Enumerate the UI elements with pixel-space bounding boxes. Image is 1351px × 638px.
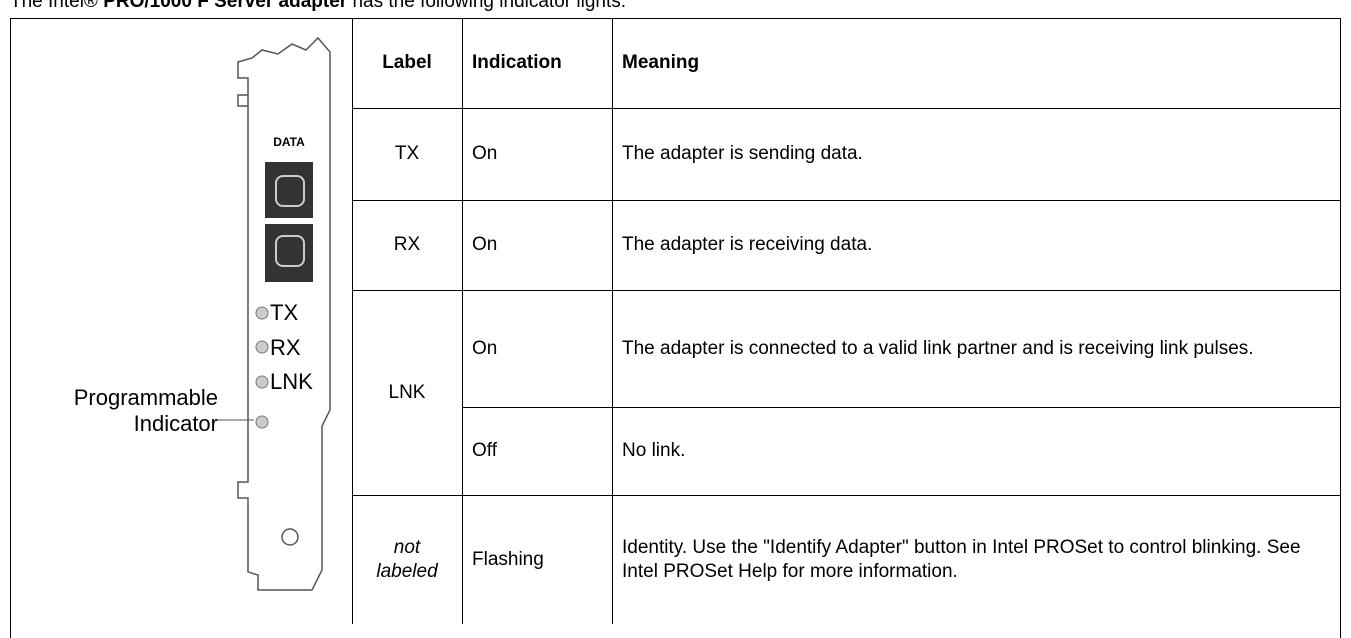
label: RX	[393, 234, 421, 255]
indication: Off	[472, 440, 497, 461]
indication: On	[472, 143, 498, 164]
page: The Intel® PRO/1000 F Server adapter has…	[10, 0, 1341, 638]
row-rule	[352, 108, 1341, 109]
label: not labeled	[376, 537, 438, 582]
led-label: TX	[270, 300, 298, 325]
meaning: No link.	[622, 440, 686, 461]
led-label: RX	[270, 335, 301, 360]
meaning: The adapter is connected to a valid link…	[622, 337, 1254, 359]
product-name: PRO/1000 F Server adapter	[103, 0, 348, 12]
column-rule	[612, 18, 613, 624]
meaning: The adapter is sending data.	[622, 143, 863, 164]
intro-text: The Intel®	[10, 0, 98, 12]
led-label: LNK	[270, 369, 313, 394]
column-header: Label	[382, 52, 432, 73]
indication: Flashing	[472, 549, 544, 570]
label: LNK	[388, 381, 426, 403]
port-label: DATA	[273, 135, 305, 149]
row-rule	[352, 495, 1341, 496]
intro-text: has the following indicator lights:	[352, 0, 627, 12]
meaning: Identity. Use the "Identify Adapter" but…	[622, 537, 1301, 582]
callout-label: Programmable	[74, 385, 218, 410]
table-frame	[10, 18, 1341, 638]
indication: On	[472, 234, 498, 255]
column-rule	[352, 18, 353, 624]
row-rule	[352, 290, 1341, 291]
row-rule	[352, 200, 1341, 201]
column-header: Meaning	[622, 52, 700, 73]
adapter-figure: DATA TX RX LNK Programmable Indicator	[74, 36, 331, 591]
row-rule	[462, 407, 1341, 408]
callout-label: Indicator	[134, 411, 218, 436]
column-header: Indication	[472, 52, 562, 73]
meaning: The adapter is receiving data.	[622, 234, 873, 255]
indication: On	[472, 337, 498, 359]
column-rule	[462, 18, 463, 624]
intro: The Intel® PRO/1000 F Server adapter has…	[10, 0, 626, 13]
label: TX	[394, 143, 420, 164]
